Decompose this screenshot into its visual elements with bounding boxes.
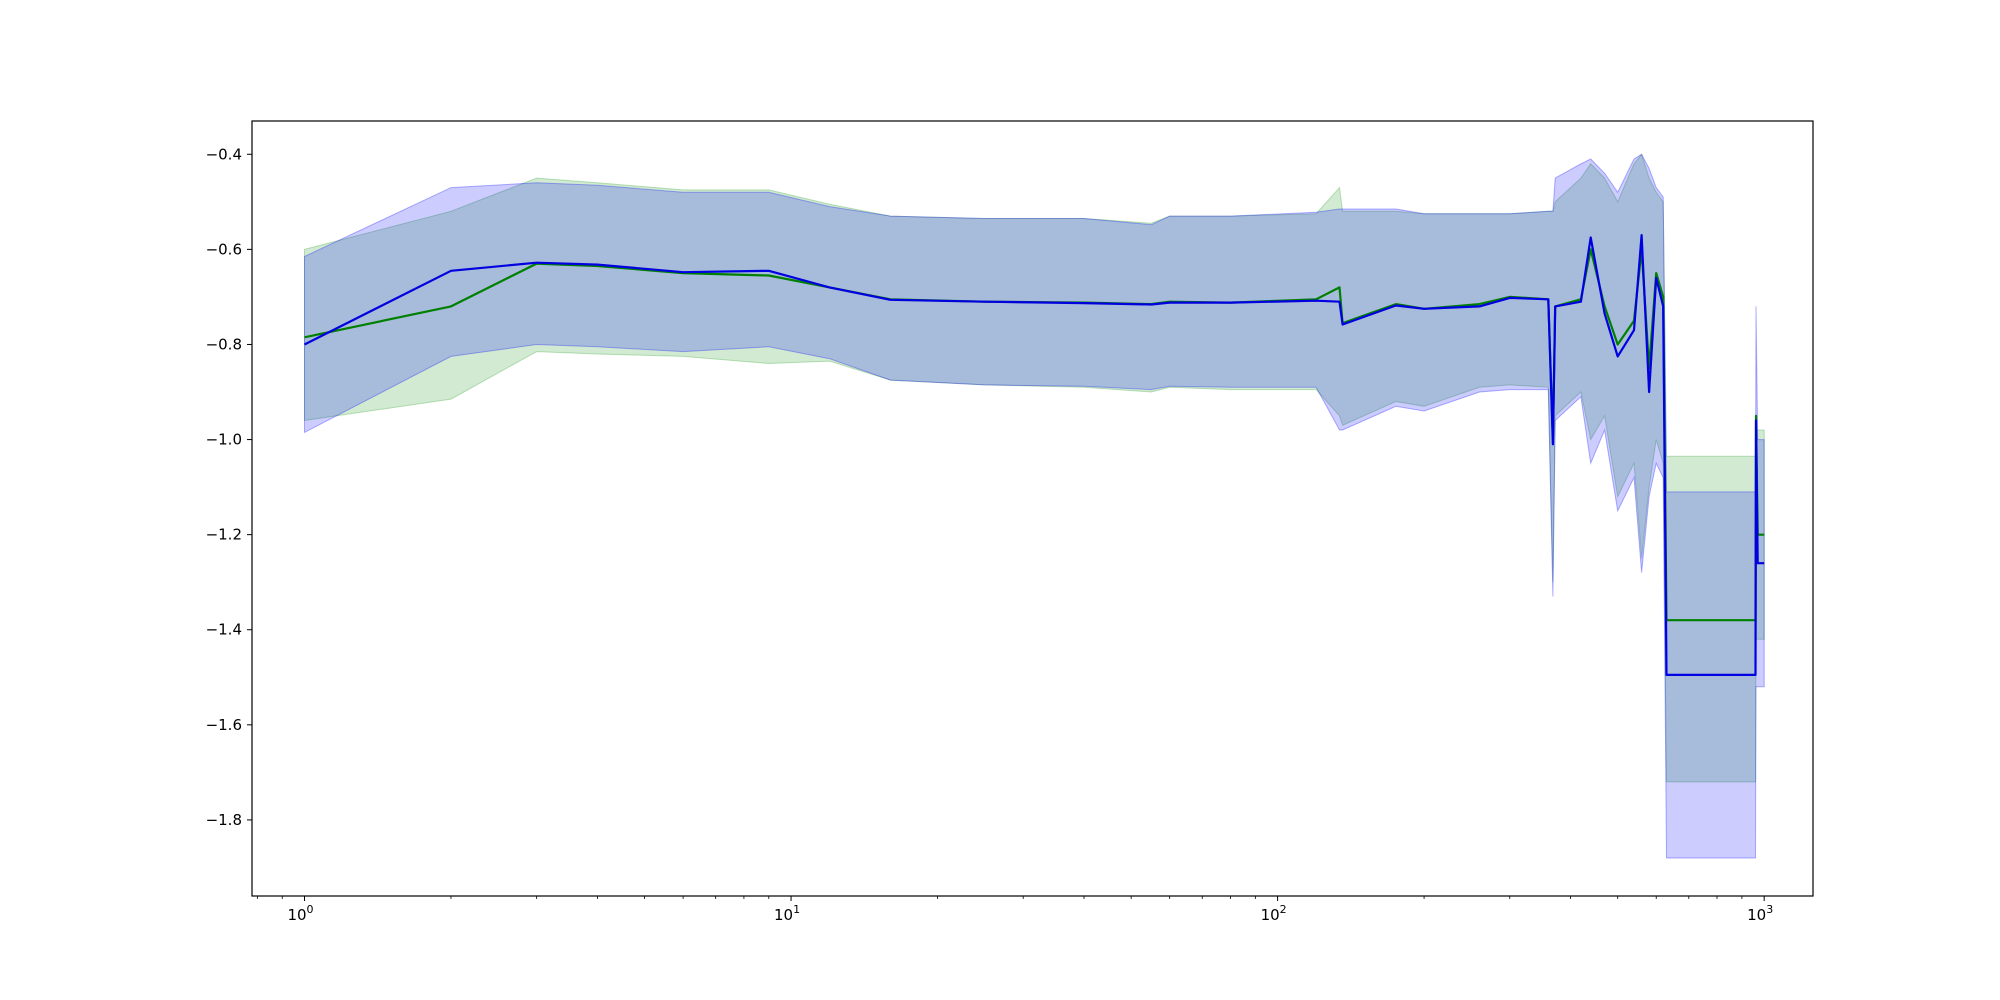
confidence-bands xyxy=(304,153,1765,859)
y-tick-label: −1.6 xyxy=(206,716,242,734)
y-tick-label: −1.8 xyxy=(206,811,242,829)
y-tick-label: −0.6 xyxy=(206,240,242,258)
y-tick-label: −0.8 xyxy=(206,335,242,353)
series-lines xyxy=(304,234,1765,677)
y-tick-label: −1.4 xyxy=(206,621,242,639)
x-tick-label: 100 xyxy=(287,903,313,924)
series-2-line xyxy=(304,234,1765,677)
x-axis: 100 101 102 103 xyxy=(256,896,1773,924)
series-2-band xyxy=(304,153,1765,859)
y-axis: −0.4 −0.6 −0.8 −1.0 −1.2 −1.4 −1.6 −1.8 xyxy=(206,145,252,829)
y-tick-label: −0.4 xyxy=(206,145,242,163)
y-tick-label: −1.0 xyxy=(206,431,242,449)
plot-frame xyxy=(251,120,1814,897)
x-tick-label: 102 xyxy=(1261,903,1287,924)
series-1-band xyxy=(304,153,1765,783)
x-tick-label: 103 xyxy=(1747,903,1773,924)
y-tick-label: −1.2 xyxy=(206,526,242,544)
x-tick-label: 101 xyxy=(774,903,800,924)
